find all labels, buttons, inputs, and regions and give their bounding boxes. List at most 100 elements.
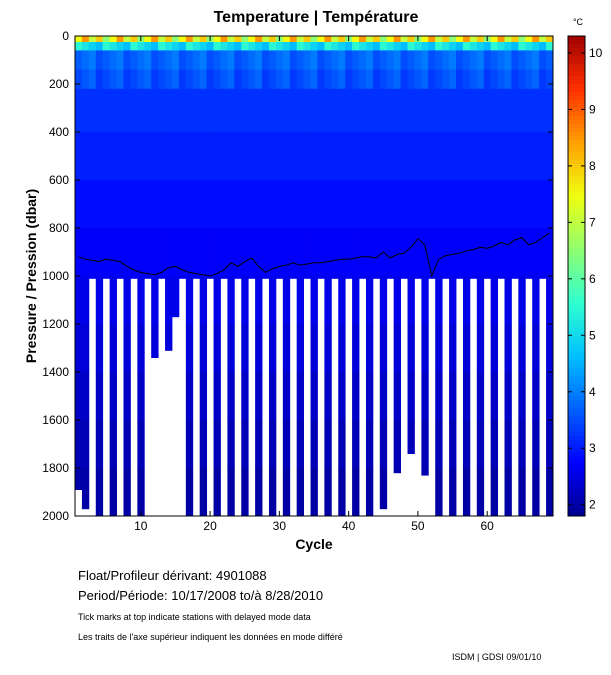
data-cell: [255, 324, 263, 373]
colorbar: 2 3 4 5 6 7 8 9 10: [567, 35, 603, 517]
data-cell: [532, 372, 540, 421]
data-cell: [81, 69, 90, 90]
data-cell: [483, 276, 492, 279]
data-cell: [442, 88, 450, 133]
data-cell: [282, 180, 291, 229]
data-cell: [324, 42, 332, 51]
data-cell: [137, 468, 145, 517]
data-cell: [275, 88, 284, 133]
colorbar-segment: [568, 256, 585, 261]
colorbar-segment: [568, 404, 585, 409]
data-cell: [213, 420, 221, 469]
colorbar-segment: [568, 52, 585, 57]
data-cell: [241, 228, 249, 277]
data-cell: [525, 132, 533, 181]
data-cell: [75, 276, 83, 325]
colorbar-segment: [568, 168, 585, 173]
data-cell: [165, 36, 173, 43]
data-cell: [476, 69, 485, 90]
data-cell: [165, 276, 173, 325]
data-cell: [476, 228, 485, 277]
data-cell: [137, 69, 145, 90]
data-cell: [525, 42, 533, 51]
data-cell: [414, 132, 422, 181]
data-cell: [393, 276, 401, 325]
data-cell: [158, 69, 166, 90]
data-cell: [137, 132, 145, 181]
data-cell: [497, 50, 505, 70]
data-cell: [289, 132, 298, 181]
data-cell: [296, 324, 305, 373]
data-cell: [532, 50, 540, 70]
data-cell: [282, 42, 291, 51]
data-cell: [449, 180, 457, 229]
data-cell: [393, 180, 401, 229]
colorbar-segment: [568, 88, 585, 93]
data-cell: [310, 50, 318, 70]
data-cell: [199, 372, 208, 421]
data-cell: [365, 228, 374, 277]
data-cell: [275, 69, 284, 90]
data-cell: [324, 50, 332, 70]
data-cell: [428, 132, 436, 181]
y-tick-label: 200: [49, 77, 69, 91]
profile-column: [511, 36, 519, 279]
data-cell: [137, 372, 145, 421]
profile-column: [421, 36, 429, 476]
data-cell: [352, 36, 360, 43]
data-cell: [365, 324, 374, 373]
data-cell: [483, 50, 492, 70]
y-tick-label: 800: [49, 221, 69, 235]
data-cell: [414, 42, 422, 51]
data-cell: [178, 132, 187, 181]
data-cell: [497, 228, 505, 277]
data-cell: [199, 69, 208, 90]
data-cell: [345, 50, 353, 70]
data-cell: [220, 180, 228, 229]
colorbar-segment: [568, 40, 585, 45]
data-cell: [130, 69, 138, 90]
data-cell: [476, 420, 485, 469]
data-cell: [504, 372, 512, 421]
data-cell: [296, 132, 305, 181]
colorbar-segment: [568, 188, 585, 193]
chart-title: Temperature | Température: [214, 9, 419, 26]
data-cell: [338, 324, 346, 373]
data-cell: [490, 276, 498, 325]
float-id-line: Float/Profileur dérivant: 4901088: [78, 568, 343, 588]
profile-column: [393, 36, 401, 474]
data-cell: [213, 228, 221, 277]
data-cell: [428, 36, 436, 43]
data-cell: [352, 420, 360, 469]
data-cell: [497, 42, 505, 51]
data-cell: [255, 36, 263, 43]
data-cell: [81, 372, 90, 421]
profile-column: [275, 36, 284, 279]
data-cell: [296, 420, 305, 469]
data-cell: [428, 69, 436, 90]
data-cell: [296, 42, 305, 51]
data-cell: [88, 88, 97, 133]
data-cell: [310, 468, 318, 517]
data-cell: [282, 36, 291, 43]
data-cell: [449, 276, 457, 325]
data-cell: [310, 324, 318, 373]
data-cell: [268, 132, 277, 181]
colorbar-segment: [568, 484, 585, 489]
data-cell: [151, 276, 159, 325]
data-cell: [525, 36, 533, 43]
data-cell: [490, 132, 498, 181]
data-cell: [546, 420, 554, 469]
data-cell: [456, 42, 464, 51]
data-cell: [234, 50, 242, 70]
colorbar-unit: °C: [573, 17, 584, 27]
data-cell: [109, 180, 117, 229]
colorbar-segment: [568, 172, 585, 177]
data-cell: [185, 88, 194, 133]
data-cell: [116, 228, 124, 277]
x-tick-label: 30: [273, 519, 287, 533]
data-cell: [199, 228, 208, 277]
data-cell: [171, 42, 180, 51]
data-cell: [359, 228, 367, 277]
profile-column: [95, 36, 104, 517]
